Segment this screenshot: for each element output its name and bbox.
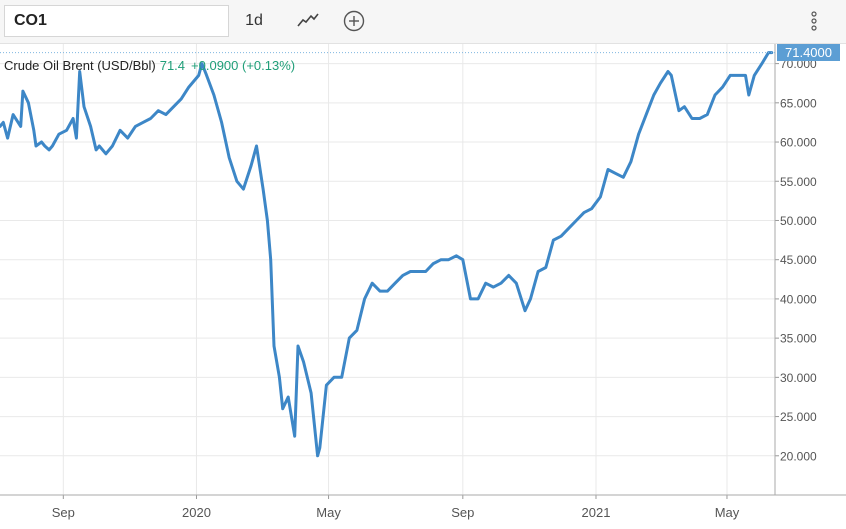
plus-circle-icon[interactable] xyxy=(336,5,372,37)
interval-button[interactable]: 1d xyxy=(245,12,263,29)
x-tick-label: Sep xyxy=(52,505,75,520)
last-price-tag: 71.4000 xyxy=(777,44,840,62)
legend-series-name: Crude Oil Brent (USD/Bbl) xyxy=(4,58,156,73)
series-line xyxy=(0,51,774,458)
y-tick-label: 30.000 xyxy=(780,371,817,385)
y-tick-label: 65.000 xyxy=(780,96,817,110)
x-tick-label: 2020 xyxy=(182,505,211,520)
y-tick-label: 35.000 xyxy=(780,332,817,346)
legend-change: +0.0900 (+0.13%) xyxy=(191,58,296,73)
y-tick-label: 45.000 xyxy=(780,253,817,267)
axes: 20.000 25.000 30.000 35.000 40.000 45.000 50.0… xyxy=(0,44,846,520)
y-tick-label: 40.000 xyxy=(780,292,817,306)
vertical-dots-icon[interactable] xyxy=(800,5,828,37)
legend: Crude Oil Brent (USD/Bbl) 71.4 +0.0900 (+0… xyxy=(4,58,295,73)
y-tick-label: 25.000 xyxy=(780,410,817,424)
grid xyxy=(0,44,775,495)
chart-toolbar: 1d xyxy=(0,0,846,44)
x-tick-label: Sep xyxy=(451,505,474,520)
y-tick-label: 20.000 xyxy=(780,449,817,463)
y-tick-label: 55.000 xyxy=(780,175,817,189)
symbol-input[interactable] xyxy=(4,5,229,37)
line-chart-icon[interactable] xyxy=(290,5,326,37)
y-tick-label: 50.000 xyxy=(780,214,817,228)
y-tick-label: 60.000 xyxy=(780,136,817,150)
x-tick-label: May xyxy=(715,505,740,520)
x-tick-label: 2021 xyxy=(582,505,611,520)
legend-value: 71.4 xyxy=(159,58,186,73)
x-tick-label: May xyxy=(316,505,341,520)
series-layer xyxy=(0,51,775,458)
